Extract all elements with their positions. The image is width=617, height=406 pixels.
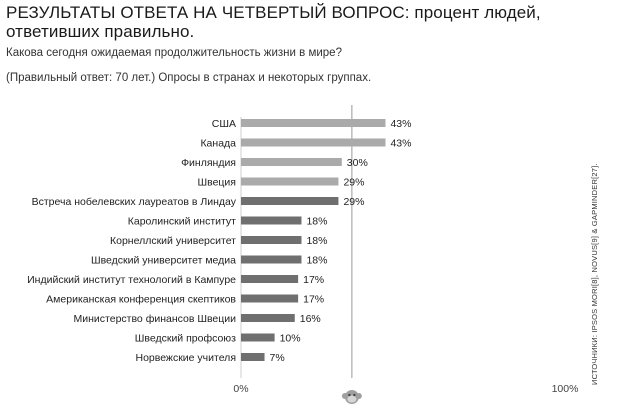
value-label: 10% xyxy=(280,333,301,345)
category-label: Финляндия xyxy=(181,157,236,169)
bar xyxy=(241,138,386,147)
bar xyxy=(241,333,275,342)
category-label: Канада xyxy=(200,138,236,150)
bar xyxy=(241,216,302,225)
bar xyxy=(241,314,295,322)
value-label: 16% xyxy=(300,313,321,325)
value-label: 29% xyxy=(343,196,364,208)
category-label: США xyxy=(212,118,236,130)
bar xyxy=(241,255,302,264)
source-text: ИСТОЧНИКИ: IPSOS MORI[8], NOVUS[9] & GAP… xyxy=(590,163,599,385)
value-label: 17% xyxy=(303,274,324,286)
bar xyxy=(241,236,302,244)
bar xyxy=(241,119,386,127)
value-label: 29% xyxy=(343,177,364,189)
value-label: 43% xyxy=(390,118,411,130)
category-label: Швеция xyxy=(198,177,237,189)
category-label: Каролинский институт xyxy=(128,216,236,228)
category-label: Норвежские учителя xyxy=(135,352,236,364)
category-label: Американская конференция скептиков xyxy=(46,294,236,306)
category-label: Министерство финансов Швеции xyxy=(74,313,237,325)
category-label: Шведский профсоюз xyxy=(135,333,236,345)
value-label: 43% xyxy=(390,138,411,150)
bar xyxy=(241,177,339,186)
value-label: 18% xyxy=(306,235,327,247)
page-title: РЕЗУЛЬТАТЫ ОТВЕТА НА ЧЕТВЕРТЫЙ ВОПРОС: п… xyxy=(6,3,541,41)
bar xyxy=(241,353,265,361)
category-label: Шведский университет медиа xyxy=(91,255,236,267)
source-note: ИСТОЧНИКИ: IPSOS MORI[8], NOVUS[9] & GAP… xyxy=(590,140,604,385)
category-label: Встреча нобелевских лауреатов в Линдау xyxy=(32,196,237,208)
value-label: 18% xyxy=(306,216,327,228)
bar xyxy=(241,197,339,205)
x-tick-label: 100% xyxy=(552,383,579,395)
value-label: 7% xyxy=(270,352,285,364)
bar xyxy=(241,294,299,303)
answer-note: (Правильный ответ: 70 лет.) Опросы в стр… xyxy=(6,72,372,84)
value-label: 30% xyxy=(347,157,368,169)
category-label: Корнеллский университет xyxy=(110,235,236,247)
value-label: 17% xyxy=(303,294,324,306)
x-tick-label: 0% xyxy=(233,383,248,395)
bar xyxy=(241,158,342,166)
value-label: 18% xyxy=(306,255,327,267)
chimpanzee-icon xyxy=(341,390,362,404)
bar xyxy=(241,275,299,283)
category-label: Индийский институт технологий в Кампуре xyxy=(27,274,236,286)
question-text: Какова сегодня ожидаемая продолжительнос… xyxy=(6,47,342,59)
